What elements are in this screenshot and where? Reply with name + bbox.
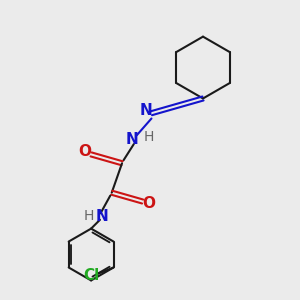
Text: H: H — [143, 130, 154, 144]
Text: O: O — [78, 144, 91, 159]
Text: N: N — [126, 132, 139, 147]
Text: N: N — [96, 209, 109, 224]
Text: Cl: Cl — [83, 268, 99, 283]
Text: H: H — [84, 209, 94, 223]
Text: O: O — [142, 196, 156, 211]
Text: N: N — [140, 103, 152, 118]
